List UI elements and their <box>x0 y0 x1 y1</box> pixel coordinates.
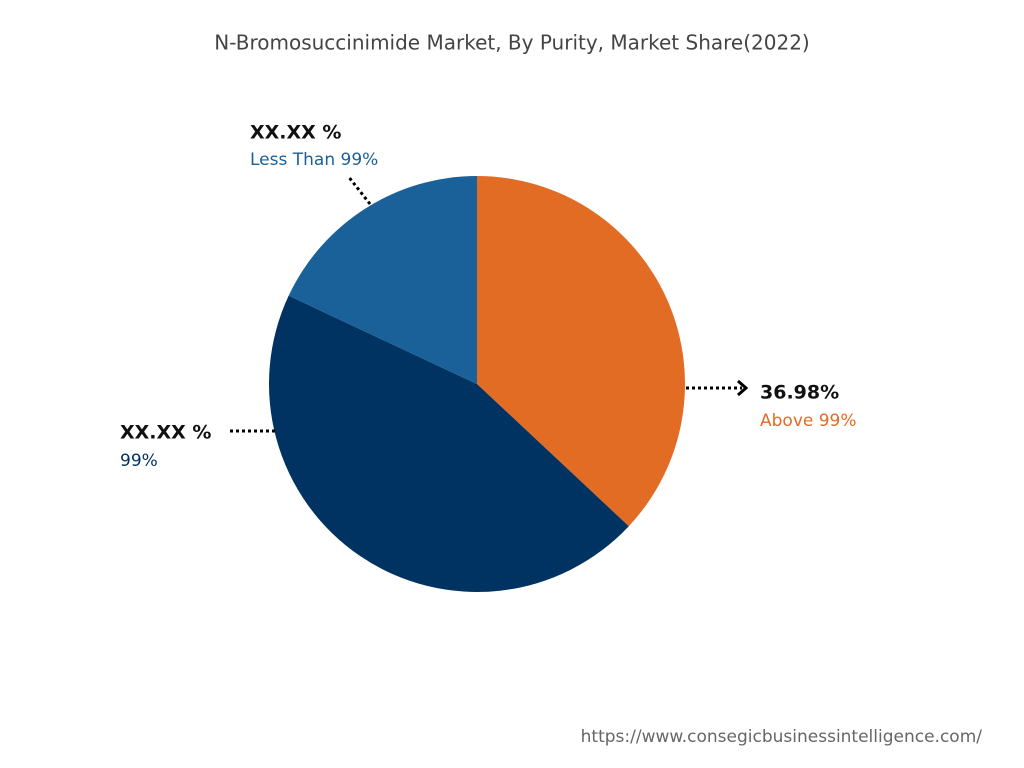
source-url: https://www.consegicbusinessintelligence… <box>581 727 983 747</box>
pie-slice <box>269 295 629 592</box>
pie-slice <box>477 176 686 527</box>
category-label: Less Than 99% <box>250 150 378 170</box>
category-label: Above 99% <box>760 411 857 431</box>
value-label: 36.98% <box>760 382 839 404</box>
arrow-head <box>737 379 749 397</box>
value-label: XX.XX % <box>250 122 341 144</box>
pie-slice <box>288 176 477 384</box>
value-label: XX.XX % <box>120 422 211 444</box>
category-label: 99% <box>120 451 158 471</box>
chart-title: N-Bromosuccinimide Market, By Purity, Ma… <box>214 31 809 55</box>
